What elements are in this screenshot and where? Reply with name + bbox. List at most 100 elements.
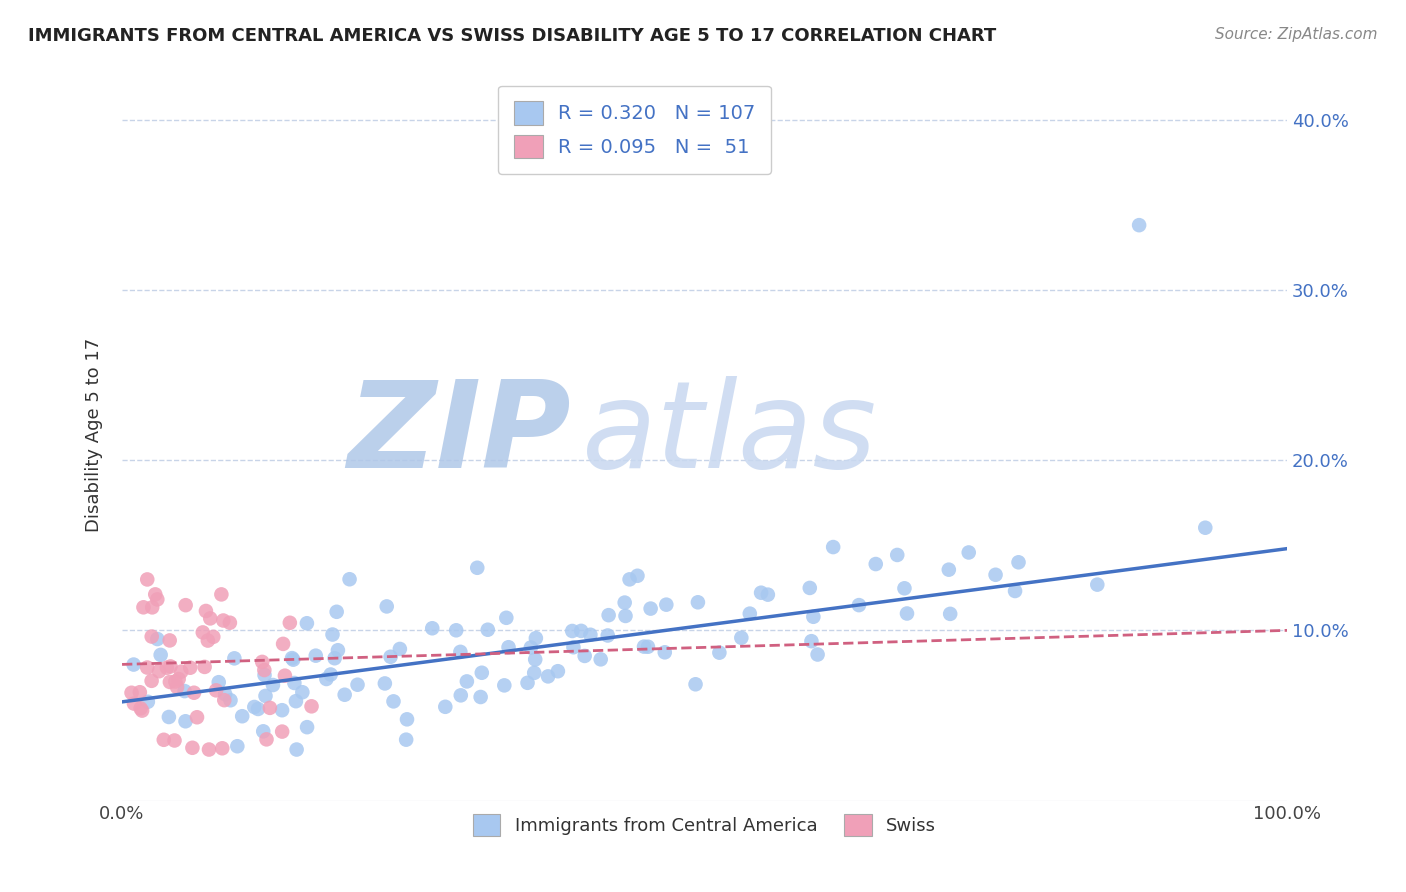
Point: [165, 674, 187, 689]
Point: [128, 685, 150, 699]
Point: [523, 665, 546, 680]
Point: [654, 645, 676, 659]
Point: [374, 676, 396, 690]
Y-axis label: Disability Age 5 to 17: Disability Age 5 to 17: [86, 337, 103, 532]
Point: [598, 608, 620, 623]
Point: [655, 598, 678, 612]
Point: [156, 661, 179, 675]
Point: [205, 683, 228, 698]
Point: [214, 693, 236, 707]
Point: [250, 655, 273, 669]
Point: [333, 688, 356, 702]
Point: [146, 632, 169, 646]
Point: [380, 649, 402, 664]
Point: [823, 540, 845, 554]
Point: [291, 685, 314, 699]
Point: [614, 609, 637, 624]
Point: [224, 651, 246, 665]
Point: [938, 563, 960, 577]
Point: [321, 627, 343, 641]
Point: [194, 604, 217, 618]
Legend: R = 0.320   N = 107, R = 0.095   N =  51: R = 0.320 N = 107, R = 0.095 N = 51: [498, 86, 772, 174]
Point: [494, 678, 516, 692]
Point: [174, 714, 197, 729]
Point: [212, 614, 235, 628]
Point: [1194, 521, 1216, 535]
Point: [179, 661, 201, 675]
Point: [589, 652, 612, 666]
Point: [756, 588, 779, 602]
Point: [520, 640, 543, 655]
Point: [388, 642, 411, 657]
Point: [283, 676, 305, 690]
Point: [152, 732, 174, 747]
Point: [1007, 555, 1029, 569]
Point: [477, 623, 499, 637]
Point: [339, 572, 361, 586]
Point: [395, 732, 418, 747]
Text: Source: ZipAtlas.com: Source: ZipAtlas.com: [1215, 27, 1378, 42]
Point: [1128, 218, 1150, 232]
Point: [613, 596, 636, 610]
Point: [170, 665, 193, 679]
Point: [136, 660, 159, 674]
Point: [893, 582, 915, 596]
Point: [247, 702, 270, 716]
Point: [799, 581, 821, 595]
Point: [283, 653, 305, 667]
Point: [132, 600, 155, 615]
Point: [685, 677, 707, 691]
Point: [516, 675, 538, 690]
Point: [271, 724, 294, 739]
Point: [211, 741, 233, 756]
Point: [957, 545, 980, 559]
Point: [219, 615, 242, 630]
Point: [253, 663, 276, 677]
Point: [375, 599, 398, 614]
Point: [561, 624, 583, 638]
Point: [848, 598, 870, 612]
Point: [562, 640, 585, 655]
Point: [465, 561, 488, 575]
Point: [183, 686, 205, 700]
Point: [121, 686, 143, 700]
Text: ZIP: ZIP: [347, 376, 571, 493]
Point: [301, 699, 323, 714]
Point: [149, 648, 172, 662]
Point: [305, 648, 328, 663]
Point: [262, 678, 284, 692]
Point: [325, 605, 347, 619]
Point: [181, 740, 204, 755]
Point: [537, 669, 560, 683]
Point: [166, 680, 188, 694]
Point: [271, 703, 294, 717]
Point: [163, 733, 186, 747]
Point: [579, 628, 602, 642]
Point: [444, 624, 467, 638]
Point: [295, 720, 318, 734]
Point: [226, 739, 249, 754]
Point: [219, 693, 242, 707]
Point: [122, 697, 145, 711]
Text: atlas: atlas: [582, 376, 877, 493]
Point: [547, 664, 569, 678]
Point: [285, 742, 308, 756]
Point: [886, 548, 908, 562]
Point: [471, 665, 494, 680]
Point: [159, 675, 181, 690]
Point: [896, 607, 918, 621]
Point: [524, 652, 547, 666]
Point: [319, 667, 342, 681]
Point: [640, 601, 662, 615]
Point: [456, 674, 478, 689]
Point: [281, 651, 304, 665]
Point: [129, 701, 152, 715]
Point: [470, 690, 492, 704]
Point: [208, 675, 231, 690]
Point: [131, 704, 153, 718]
Point: [295, 616, 318, 631]
Point: [709, 646, 731, 660]
Point: [800, 634, 823, 648]
Point: [738, 607, 761, 621]
Point: [159, 659, 181, 673]
